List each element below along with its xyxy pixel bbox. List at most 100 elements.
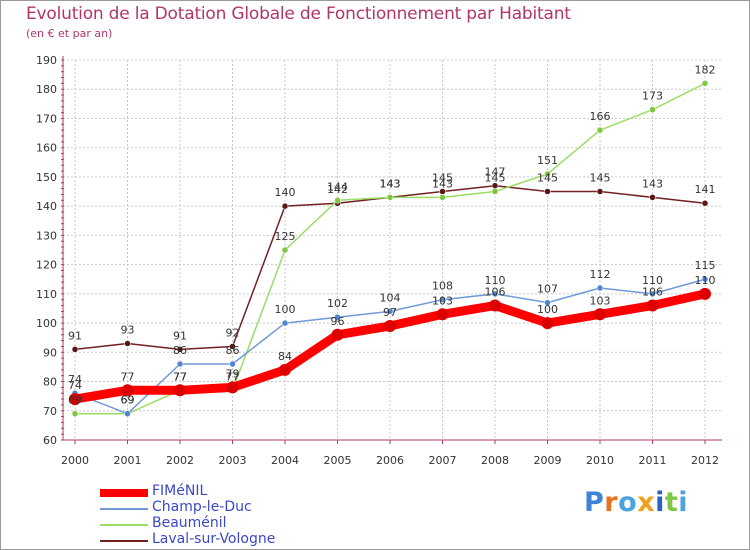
legend-swatch-beaumenil [100,524,148,526]
data-label-fim-nil-2004: 84 [278,350,292,363]
data-label-champ-le-duc-2003: 86 [226,344,240,357]
brand-letter: x [637,487,656,518]
legend-swatch-laval-sur-vologne [100,540,148,542]
point-fim-nil-2000 [69,393,81,406]
point-laval-sur-vologne-2001 [124,340,131,347]
data-label-champ-le-duc-2011: 110 [642,274,663,287]
data-label-champ-le-duc-2010: 112 [590,268,611,281]
legend-swatch-champ-le-duc [100,508,148,510]
point-champ-le-duc-2008 [491,290,499,298]
data-label-fim-nil-2008: 106 [485,286,506,299]
point-fim-nil-2005 [331,328,344,341]
brand-letter: t [664,487,679,518]
brand-letter: P [584,487,605,518]
x-tick-label-2011: 2011 [639,454,667,467]
data-label-champ-le-duc-2004: 100 [275,303,296,316]
point-champ-le-duc-2007 [439,296,446,303]
point-beaum-nil-2000 [71,410,79,417]
data-label-laval-sur-vologne-2000: 91 [68,329,82,342]
y-tick-label-90: 90 [43,346,57,359]
legend-swatch-fimenil [100,489,148,497]
y-tick-label-60: 60 [43,434,57,447]
point-laval-sur-vologne-2010 [596,188,604,195]
x-tick-label-2010: 2010 [586,454,614,467]
data-label-beaum-nil-2002: 77 [173,370,187,383]
x-tick-label-2006: 2006 [376,454,404,467]
y-tick-label-180: 180 [36,83,57,96]
point-champ-le-duc-2002 [176,360,184,368]
point-fim-nil-2003 [226,381,239,394]
point-beaum-nil-2007 [439,194,446,201]
point-champ-le-duc-2001 [124,410,131,417]
point-beaum-nil-2009 [544,170,551,178]
point-champ-le-duc-2011 [649,290,656,298]
y-tick-label-140: 140 [36,200,57,213]
y-tick-label-150: 150 [36,171,57,184]
point-laval-sur-vologne-2012 [701,199,709,207]
data-label-beaum-nil-2012: 182 [695,63,716,76]
point-champ-le-duc-2003 [229,360,236,368]
brand-letter: r [604,487,619,518]
data-label-laval-sur-vologne-2001: 93 [121,324,135,337]
data-label-beaum-nil-2010: 166 [590,110,611,123]
point-fim-nil-2004 [279,363,291,376]
data-label-laval-sur-vologne-2006: 143 [380,177,401,190]
y-tick-label-100: 100 [36,317,57,330]
data-label-champ-le-duc-2009: 107 [537,283,558,296]
data-label-champ-le-duc-2007: 108 [432,280,453,293]
proxiti-logo: Proxiti [584,487,688,518]
data-label-laval-sur-vologne-2003: 92 [226,326,240,339]
point-fim-nil-2006 [384,320,396,332]
legend-label-laval-sur-vologne: Laval-sur-Vologne [152,531,276,547]
data-label-beaum-nil-2001: 69 [121,394,135,407]
data-label-fim-nil-2002: 77 [173,370,187,383]
data-label-champ-le-duc-2006: 104 [380,291,401,304]
data-label-laval-sur-vologne-2012: 141 [695,183,716,196]
point-beaum-nil-2012 [701,80,709,87]
data-label-fim-nil-2010: 103 [590,294,611,307]
data-label-laval-sur-vologne-2004: 140 [275,186,296,199]
legend-label-beaumenil: Beauménil [152,515,227,531]
data-label-champ-le-duc-2012: 115 [695,259,716,272]
data-label-laval-sur-vologne-2011: 143 [642,177,663,190]
point-laval-sur-vologne-2004 [281,202,289,210]
data-label-laval-sur-vologne-2010: 145 [590,172,611,185]
point-beaum-nil-2008 [491,188,499,195]
point-beaum-nil-2006 [386,194,394,201]
point-fim-nil-2010 [594,308,606,321]
data-label-beaum-nil-2003: 77 [226,370,240,383]
point-beaum-nil-2011 [649,106,656,113]
y-tick-label-110: 110 [36,288,57,301]
data-label-beaum-nil-2007: 143 [432,177,453,190]
point-laval-sur-vologne-2000 [71,346,79,353]
data-label-laval-sur-vologne-2008: 147 [485,166,506,179]
data-label-laval-sur-vologne-2009: 145 [537,172,558,185]
data-label-beaum-nil-2008: 145 [485,172,506,185]
x-tick-label-2012: 2012 [691,454,719,467]
brand-letter: i [678,487,689,518]
x-tick-label-2007: 2007 [429,454,457,467]
point-laval-sur-vologne-2003 [229,343,236,350]
y-tick-label-70: 70 [43,405,57,418]
data-label-champ-le-duc-2005: 102 [327,297,348,310]
data-label-beaum-nil-2006: 143 [380,177,401,190]
y-tick-label-190: 190 [36,54,57,67]
data-label-beaum-nil-2000: 69 [68,394,82,407]
data-label-laval-sur-vologne-2007: 145 [432,172,453,185]
data-label-fim-nil-2006: 97 [383,306,397,319]
data-label-champ-le-duc-2008: 110 [485,274,506,287]
point-laval-sur-vologne-2011 [649,194,656,201]
point-laval-sur-vologne-2009 [544,188,551,195]
y-tick-label-120: 120 [36,259,57,272]
point-fim-nil-2002 [174,384,186,397]
point-fim-nil-2011 [646,299,659,312]
data-label-fim-nil-2012: 110 [695,274,716,287]
chart-title: Evolution de la Dotation Globale de Fonc… [26,4,571,24]
point-beaum-nil-2005 [334,197,341,204]
x-tick-label-2008: 2008 [481,454,509,467]
x-tick-label-2000: 2000 [61,454,89,467]
y-tick-label-160: 160 [36,142,57,155]
point-fim-nil-2007 [436,308,449,321]
